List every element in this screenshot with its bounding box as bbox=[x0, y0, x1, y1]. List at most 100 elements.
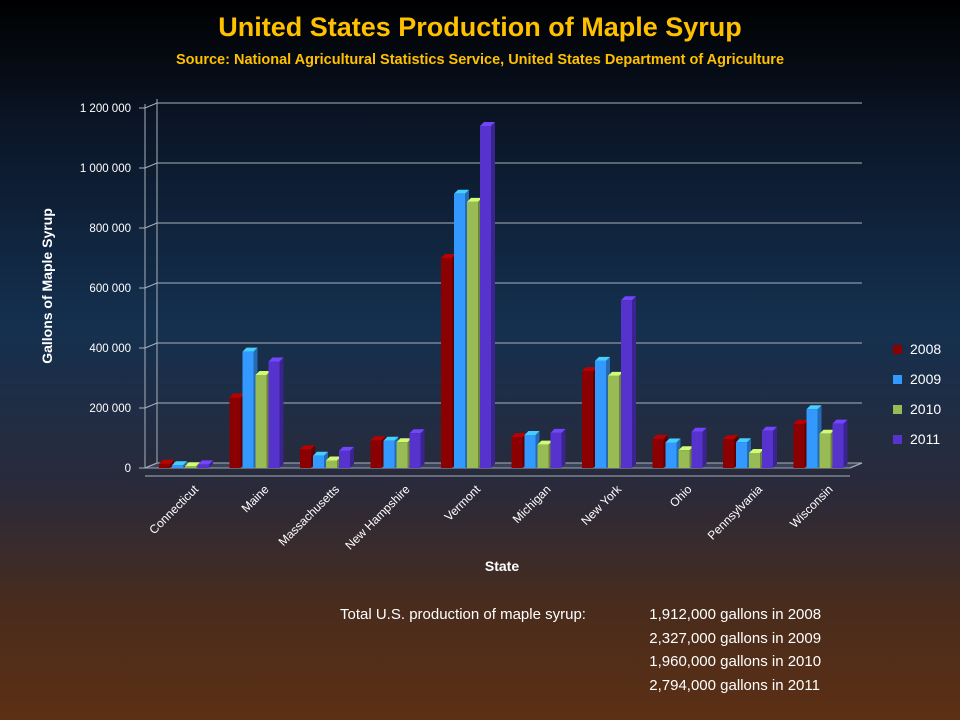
bar-2010-maine bbox=[255, 375, 267, 468]
x-tick-label: Pennsylvania bbox=[705, 482, 766, 543]
bar-2008-wisconsin bbox=[793, 423, 805, 468]
bar-2011-pennsylvania bbox=[762, 430, 773, 468]
bar-top-2008-ohio bbox=[652, 434, 668, 439]
legend-label-2010: 2010 bbox=[910, 401, 942, 417]
bar-side-2011-massachusetts bbox=[350, 446, 354, 468]
bar-side-2011-vermont bbox=[491, 122, 495, 468]
bar-top-2011-massachusetts bbox=[339, 446, 354, 451]
legend-swatch-2008 bbox=[893, 344, 902, 354]
totals-amount-2011: 2,794,000 bbox=[649, 676, 716, 694]
legend-label-2009: 2009 bbox=[910, 371, 942, 387]
bar-2008-michigan bbox=[511, 437, 523, 468]
legend-swatch-2010 bbox=[893, 404, 902, 414]
x-tick-label: Maine bbox=[239, 482, 272, 515]
bar-top-2011-new-hampshire bbox=[409, 429, 425, 434]
bar-2010-new-york bbox=[608, 375, 619, 468]
y-tick-label: 600 000 bbox=[89, 283, 131, 295]
bar-top-2011-ohio bbox=[691, 427, 707, 432]
totals-text-2011: gallons in 2011 bbox=[720, 676, 820, 694]
totals-line-2011: 2,794,000 gallons in 2011 bbox=[638, 677, 821, 701]
bar-top-2010-ohio bbox=[678, 446, 694, 451]
bar-top-2011-michigan bbox=[550, 428, 566, 433]
bar-2008-new-hampshire bbox=[370, 440, 382, 468]
bar-top-2010-connecticut bbox=[185, 462, 200, 467]
legend-item-2008: 2008 bbox=[893, 334, 941, 364]
bar-side-2011-maine bbox=[279, 357, 284, 468]
bar-2011-new-hampshire bbox=[409, 433, 421, 468]
bar-top-2008-connecticut bbox=[159, 459, 174, 464]
bar-top-2010-michigan bbox=[537, 440, 553, 445]
bar-side-2011-michigan bbox=[561, 428, 566, 468]
bar-2011-michigan bbox=[550, 432, 562, 468]
x-tick-label: Vermont bbox=[442, 482, 484, 524]
x-tick-label: Connecticut bbox=[146, 482, 201, 537]
bar-side-2011-wisconsin bbox=[843, 419, 848, 468]
bar-2011-connecticut bbox=[198, 464, 209, 468]
legend-label-2011: 2011 bbox=[910, 431, 941, 447]
x-tick-label: Ohio bbox=[667, 482, 695, 510]
bar-side-2011-connecticut bbox=[209, 460, 213, 468]
bar-2010-connecticut bbox=[185, 466, 196, 468]
totals-amount-2008: 1,912,000 bbox=[649, 606, 716, 623]
x-tick-label: Massachusetts bbox=[276, 482, 343, 549]
bar-top-2008-massachusetts bbox=[300, 445, 315, 450]
totals-text-2008: gallons in 2008 bbox=[720, 606, 822, 623]
bar-top-2008-wisconsin bbox=[793, 419, 809, 424]
gridline bbox=[144, 282, 862, 289]
x-axis-title: State bbox=[485, 558, 519, 574]
gridline bbox=[144, 342, 862, 349]
bar-top-2011-connecticut bbox=[198, 460, 213, 465]
bar-top-2008-michigan bbox=[511, 433, 527, 438]
bar-2011-wisconsin bbox=[832, 423, 844, 468]
bar-2008-maine bbox=[229, 397, 241, 468]
y-tick-label: 400 000 bbox=[89, 343, 131, 355]
bar-top-2010-massachusetts bbox=[326, 456, 341, 461]
gridline bbox=[144, 102, 862, 109]
y-axis-title: Gallons of Maple Syrup bbox=[39, 208, 55, 364]
bar-top-2011-wisconsin bbox=[832, 419, 848, 424]
bar-top-2011-vermont bbox=[480, 122, 495, 126]
bar-2011-massachusetts bbox=[339, 450, 350, 468]
totals-line-2008: 1,912,000 gallons in 2008 bbox=[638, 606, 821, 630]
bar-top-2008-new-york bbox=[582, 367, 597, 372]
bar-top-2009-connecticut bbox=[172, 461, 187, 466]
totals-amount-2010: 1,960,000 bbox=[649, 653, 716, 670]
bar-top-2009-michigan bbox=[524, 431, 540, 435]
production-totals: Total U.S. production of maple syrup: 1,… bbox=[340, 606, 821, 700]
totals-label: Total U.S. production of maple syrup: bbox=[340, 606, 586, 623]
legend-swatch-2011 bbox=[893, 434, 902, 444]
bar-2009-wisconsin bbox=[806, 409, 818, 468]
bar-2009-new-york bbox=[595, 360, 606, 468]
bar-top-2009-new-york bbox=[595, 356, 610, 361]
y-tick-label: 1 200 000 bbox=[80, 103, 131, 115]
gridline bbox=[144, 162, 862, 169]
bar-top-2008-pennsylvania bbox=[723, 435, 738, 440]
bar-2009-connecticut bbox=[172, 465, 183, 468]
y-tick-label: 1 000 000 bbox=[80, 163, 131, 175]
bar-2010-michigan bbox=[537, 444, 549, 468]
bar-top-2010-maine bbox=[255, 371, 271, 375]
bar-2011-vermont bbox=[480, 126, 491, 468]
chart-subtitle: Source: National Agricultural Statistics… bbox=[175, 52, 785, 68]
bar-2008-massachusetts bbox=[300, 449, 311, 468]
bar-2008-connecticut bbox=[159, 463, 170, 468]
bar-top-2011-new-york bbox=[621, 296, 636, 301]
bar-2011-new-york bbox=[621, 300, 632, 468]
bar-2008-pennsylvania bbox=[723, 439, 734, 468]
bar-top-2009-wisconsin bbox=[806, 405, 822, 410]
totals-line-2010: 1,960,000 gallons in 2010 bbox=[638, 653, 821, 677]
bar-top-2010-pennsylvania bbox=[749, 449, 764, 453]
gridline bbox=[144, 222, 862, 229]
bar-top-2008-maine bbox=[229, 393, 245, 398]
bar-top-2010-vermont bbox=[467, 197, 482, 202]
chart-title: United States Production of Maple Syrup bbox=[218, 12, 742, 42]
x-tick-label: New York bbox=[578, 482, 624, 528]
legend-swatch-2009 bbox=[893, 374, 902, 384]
bar-2009-michigan bbox=[524, 435, 536, 468]
bar-side-2008-connecticut bbox=[170, 459, 174, 468]
bar-2008-new-york bbox=[582, 371, 593, 468]
x-tick-label: Wisconsin bbox=[787, 482, 836, 531]
bar-side-2009-connecticut bbox=[183, 461, 187, 468]
bar-2011-maine bbox=[268, 361, 280, 468]
